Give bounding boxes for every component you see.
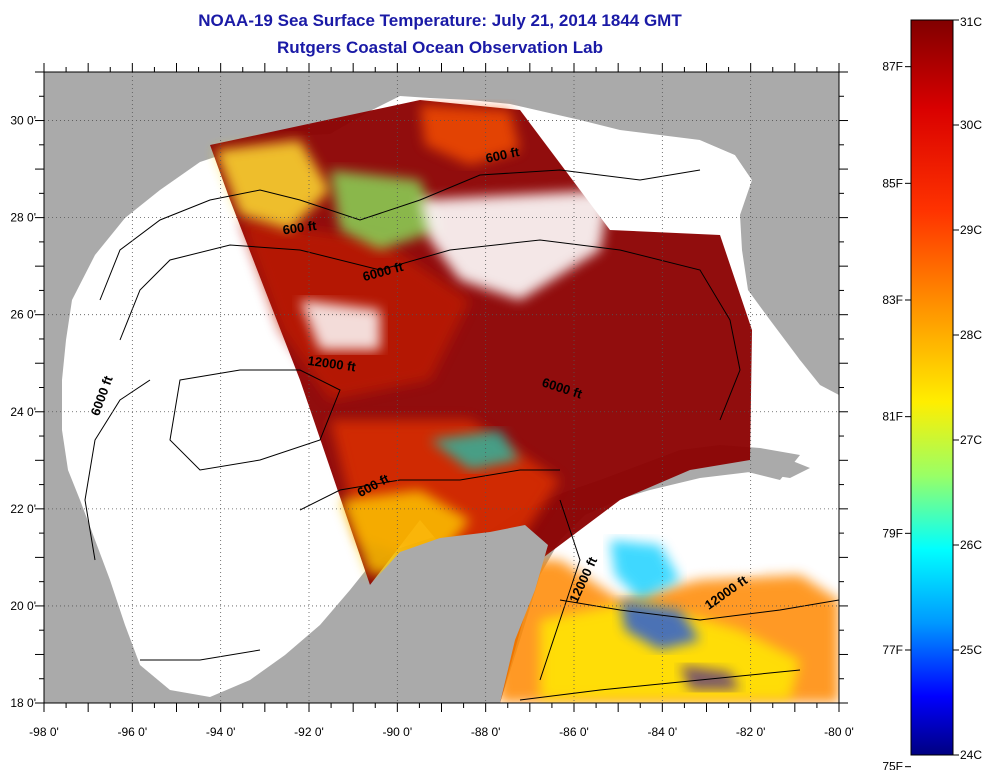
x-tick-label: -80 0' (824, 725, 854, 739)
florida-land (700, 140, 839, 395)
bathymetry-contours (84, 169, 839, 701)
map-subtitle: Rutgers Coastal Ocean Observation Lab (277, 38, 603, 57)
contour-label: 600 ft (484, 144, 521, 166)
colorbar-celsius-label: 28C (960, 328, 982, 342)
y-tick-label: 24 0' (10, 405, 36, 419)
contour-label: 12000 ft (307, 353, 358, 375)
colorbar-fahrenheit-label: 79F (882, 526, 903, 540)
yucatan-land (250, 525, 548, 703)
x-tick-label: -90 0' (383, 725, 413, 739)
colorbar-celsius-label: 29C (960, 223, 982, 237)
x-tick-label: -92 0' (294, 725, 324, 739)
y-tick-label: 28 0' (10, 211, 36, 225)
colorbar-fahrenheit-label: 87F (882, 60, 903, 74)
colorbar-fahrenheit-label: 77F (882, 643, 903, 657)
colorbar-fahrenheit-label: 85F (882, 176, 903, 190)
colorbar-celsius-label: 30C (960, 118, 982, 132)
colorbar-gradient (910, 19, 954, 756)
colorbar-fahrenheit-label: 81F (882, 410, 903, 424)
x-tick-label: -94 0' (206, 725, 236, 739)
colorbar-celsius-label: 25C (960, 643, 982, 657)
x-tick-label: -84 0' (648, 725, 678, 739)
colorbar-fahrenheit-label: 83F (882, 293, 903, 307)
x-tick-label: -98 0' (29, 725, 59, 739)
y-tick-label: 26 0' (10, 308, 36, 322)
x-tick-label: -88 0' (471, 725, 501, 739)
colorbar-celsius-label: 27C (960, 433, 982, 447)
y-tick-label: 30 0' (10, 114, 36, 128)
x-tick-label: -82 0' (736, 725, 766, 739)
x-tick-label: -86 0' (559, 725, 589, 739)
colorbar-celsius-label: 31C (960, 15, 982, 29)
colorbar-ticks: 31C 30C 29C 28C 27C 26C 25C 24C 87F 85F 83F 81F 79F 7… (882, 15, 982, 770)
colorbar-celsius-label: 24C (960, 748, 982, 762)
colorbar: 31C 30C 29C 28C 27C 26C 25C 24C 87F 85F 83F 81F 79F 7… (882, 15, 982, 770)
y-tick-label: 20 0' (10, 599, 36, 613)
x-tick-label: -96 0' (118, 725, 148, 739)
colorbar-fahrenheit-label: 75F (882, 760, 903, 770)
y-tick-label: 22 0' (10, 502, 36, 516)
map-axes: -98 0' -96 0' -94 0' -92 0' -90 0' -88 0' -86 … (10, 63, 854, 739)
lat-lon-grid (44, 72, 839, 703)
colorbar-celsius-label: 26C (960, 538, 982, 552)
map-title: NOAA-19 Sea Surface Temperature: July 21… (198, 11, 682, 30)
sst-swath (210, 100, 839, 703)
y-tick-label: 18 0' (10, 696, 36, 710)
contour-label: 600 ft (282, 218, 318, 238)
